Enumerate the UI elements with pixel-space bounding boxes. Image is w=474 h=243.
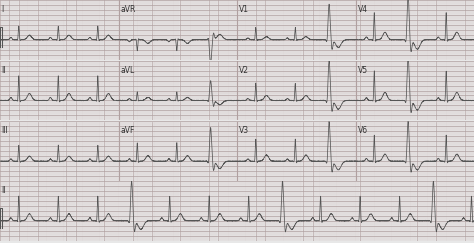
- Text: V2: V2: [239, 66, 249, 75]
- Text: II: II: [1, 66, 5, 75]
- Text: III: III: [1, 126, 8, 135]
- Text: II: II: [1, 186, 5, 195]
- Text: V3: V3: [239, 126, 249, 135]
- Text: V6: V6: [358, 126, 368, 135]
- Text: V4: V4: [358, 5, 368, 14]
- Text: I: I: [1, 5, 3, 14]
- Text: aVF: aVF: [121, 126, 135, 135]
- Text: aVR: aVR: [121, 5, 136, 14]
- Text: V1: V1: [239, 5, 249, 14]
- Text: aVL: aVL: [121, 66, 135, 75]
- Text: V5: V5: [358, 66, 368, 75]
